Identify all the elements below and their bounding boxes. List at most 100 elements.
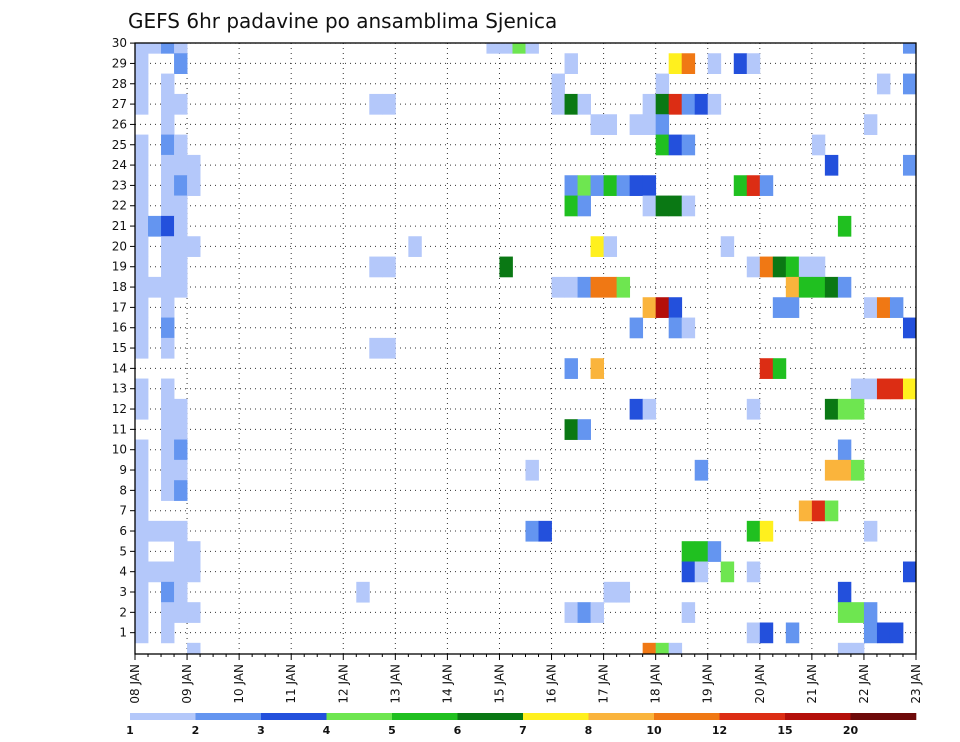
x-tick-label: 10 JAN <box>232 664 246 704</box>
heatmap-cell <box>161 581 175 603</box>
heatmap-cell <box>681 602 696 623</box>
heatmap-cell <box>889 622 904 644</box>
colorbar-tick-label: 7 <box>519 724 527 737</box>
heatmap-cell <box>603 581 618 603</box>
heatmap-cell <box>161 337 175 359</box>
heatmap-cell <box>629 175 644 196</box>
heatmap-cell <box>590 114 604 135</box>
heatmap-cell <box>564 93 578 115</box>
heatmap-cell <box>577 602 591 623</box>
heatmap-cell <box>135 378 149 400</box>
heatmap-cell <box>174 276 188 298</box>
heatmap-cell <box>135 215 149 237</box>
heatmap-cell <box>798 256 813 278</box>
heatmap-cell <box>655 297 670 318</box>
heatmap-cell <box>135 541 149 562</box>
heatmap-cell <box>174 215 188 237</box>
y-tick-label: 21 <box>112 219 127 233</box>
heatmap-cell <box>590 175 604 196</box>
heatmap-cell <box>707 93 722 115</box>
heatmap-cell <box>681 53 696 74</box>
heatmap-cell <box>590 236 604 257</box>
heatmap-cell <box>733 53 748 74</box>
heatmap-cell <box>668 297 683 318</box>
heatmap-cell <box>655 114 670 135</box>
heatmap-cell <box>577 195 591 217</box>
heatmap-cell <box>161 93 175 115</box>
heatmap-cell <box>603 276 618 298</box>
heatmap-cell <box>902 378 917 400</box>
heatmap-cell <box>668 53 683 74</box>
heatmap-cell <box>577 93 591 115</box>
heatmap-cell <box>161 175 175 196</box>
heatmap-cell <box>187 541 201 562</box>
heatmap-cell <box>785 256 800 278</box>
heatmap-cell <box>551 276 565 298</box>
heatmap-cell <box>538 520 552 542</box>
heatmap-cell <box>837 642 852 655</box>
heatmap-cell <box>499 43 513 54</box>
x-tick-label: 21 JAN <box>805 664 819 704</box>
heatmap-cell <box>161 154 175 176</box>
heatmap-cell <box>382 256 396 278</box>
heatmap-cell <box>720 236 735 257</box>
colorbar-swatch <box>785 713 851 720</box>
colorbar-tick-label: 4 <box>323 724 331 737</box>
x-tick-label: 17 JAN <box>597 664 611 704</box>
heatmap-cell <box>161 276 175 298</box>
heatmap-cell <box>876 378 891 400</box>
heatmap-cell <box>746 398 761 420</box>
heatmap-cell <box>811 256 826 278</box>
heatmap-cell <box>681 93 696 115</box>
heatmap-cell <box>135 317 149 339</box>
heatmap-cell <box>135 93 149 115</box>
heatmap-cell <box>824 500 839 522</box>
heatmap-cell <box>616 581 631 603</box>
x-tick-label: 20 JAN <box>753 664 767 704</box>
colorbar-tick-label: 6 <box>454 724 462 737</box>
y-tick-label: 5 <box>119 544 127 558</box>
heatmap-cell <box>902 43 917 54</box>
x-tick-label: 19 JAN <box>701 664 715 704</box>
heatmap-cell <box>811 500 826 522</box>
colorbar-tick-label: 5 <box>388 724 396 737</box>
heatmap-cell <box>850 642 865 655</box>
heatmap-cell <box>746 175 761 196</box>
heatmap-cell <box>187 602 201 623</box>
heatmap-cell <box>577 419 591 440</box>
y-tick-label: 24 <box>112 158 127 172</box>
heatmap-cell <box>161 236 175 257</box>
heatmap-cell <box>187 561 201 583</box>
heatmap-cell <box>174 398 188 420</box>
heatmap-cell <box>564 53 578 74</box>
heatmap-cell <box>837 459 852 481</box>
heatmap-cell <box>525 520 539 542</box>
heatmap-cell <box>668 93 683 115</box>
heatmap-cell <box>135 337 149 359</box>
heatmap-cell <box>174 480 188 501</box>
heatmap-cell <box>174 520 188 542</box>
heatmap-cell <box>681 195 696 217</box>
y-tick-label: 23 <box>112 178 127 192</box>
heatmap-cell <box>161 439 175 461</box>
heatmap-cell <box>889 378 904 400</box>
heatmap-cell <box>564 419 578 440</box>
colorbar-tick-label: 2 <box>192 724 200 737</box>
heatmap-cell <box>161 398 175 420</box>
colorbar-swatch <box>261 713 327 720</box>
heatmap-cell <box>135 195 149 217</box>
heatmap-cell <box>746 561 761 583</box>
heatmap-cell <box>772 256 787 278</box>
heatmap-cell <box>174 459 188 481</box>
colorbar-swatch <box>195 713 262 720</box>
heatmap-cell <box>135 73 149 95</box>
heatmap-cell <box>629 317 644 339</box>
heatmap-cell <box>902 154 917 176</box>
heatmap-cell <box>837 439 852 461</box>
heatmap-cell <box>174 195 188 217</box>
heatmap-cell <box>642 642 657 655</box>
heatmap-cell <box>785 276 800 298</box>
heatmap-cell <box>135 622 149 644</box>
heatmap-cell <box>382 93 396 115</box>
heatmap-cell <box>161 256 175 278</box>
